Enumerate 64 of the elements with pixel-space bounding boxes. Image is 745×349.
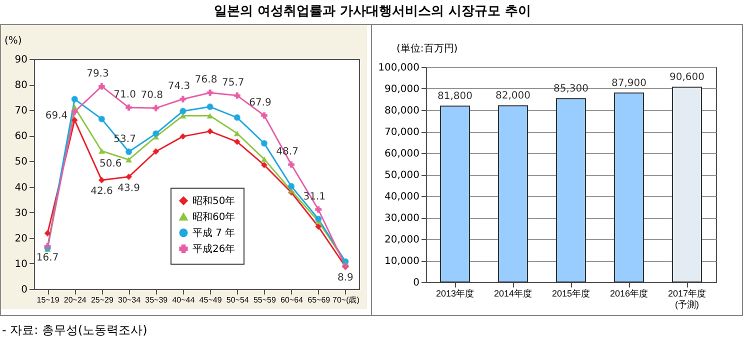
data-label: 71.0	[114, 90, 136, 101]
y-tick-label: 90	[14, 54, 28, 66]
y-tick-label: 70,000	[384, 127, 420, 138]
y-tick-label: 70	[14, 106, 28, 117]
x-tick-label: 60~64	[280, 296, 304, 304]
x-tick-label: 25~29	[90, 296, 114, 304]
x-tick-label: 35~39	[145, 296, 168, 304]
legend-label: 昭和50年	[192, 194, 236, 207]
y-tick-label: 50	[14, 156, 28, 168]
data-label: 87,900	[612, 78, 646, 90]
chart-title: 일본의 여성취업률과 가사대행서비스의 시장규모 추이	[212, 3, 532, 21]
data-label: 70.8	[140, 90, 164, 102]
x-tick-label: 65~69	[308, 296, 331, 304]
x-tick-label: 15~19	[36, 296, 60, 304]
x-tick-label: 40~44	[172, 296, 196, 304]
data-label: 82,000	[496, 90, 530, 102]
x-tick-label: 2014年度	[494, 288, 532, 298]
legend-label: 平成26年	[192, 242, 236, 255]
y-tick-label: 20	[14, 233, 28, 244]
data-label: 43.9	[118, 182, 140, 194]
data-label: 16.7	[36, 252, 59, 264]
y-tick-label: 0	[413, 278, 420, 288]
y-axis-title: (%)	[4, 36, 22, 46]
y-tick-label: 40,000	[384, 192, 420, 202]
y-tick-label: 30	[14, 208, 28, 219]
y-tick-label: 60	[14, 131, 28, 142]
data-label: 81,800	[438, 91, 472, 102]
data-label: 50.6	[100, 158, 122, 170]
legend-label: 平成 7 年	[192, 226, 236, 239]
y-tick-label: 10,000	[384, 256, 420, 267]
data-label: 75.7	[222, 78, 244, 89]
text: - 자료: 총무성(노동력조사)	[1, 322, 148, 339]
data-label: 76.8	[194, 74, 218, 86]
y-tick-label: 80	[14, 80, 28, 92]
data-label: 67.9	[249, 97, 272, 108]
x-tick-label: 55~59	[253, 296, 276, 304]
data-label: 85,300	[554, 84, 588, 95]
y-tick-label: 90,000	[384, 84, 420, 95]
y-tick-label: 100,000	[378, 62, 420, 74]
x-tick-label: 30~34	[118, 296, 142, 304]
y-tick-label: 20,000	[384, 234, 420, 246]
y-tick-label: 60,000	[384, 148, 420, 160]
y-axis-title: (単位:百万円)	[396, 42, 458, 54]
legend-label: 昭和60年	[192, 210, 236, 223]
y-tick-label: 50,000	[384, 170, 420, 181]
x-tick-label: 2017年度 (予測)	[668, 288, 706, 310]
y-tick-label: 30,000	[384, 213, 420, 224]
x-tick-label: 45~49	[199, 296, 222, 304]
x-tick-label: 2013年度	[436, 288, 474, 298]
data-label: 69.4	[45, 110, 68, 122]
data-label: 42.6	[90, 186, 113, 198]
y-tick-label: 40	[14, 182, 28, 194]
y-tick-label: 80,000	[384, 106, 420, 116]
data-label: 74.3	[168, 81, 190, 92]
data-label: 8.9	[338, 272, 354, 284]
x-tick-label: 2016年度	[610, 288, 648, 298]
x-tick-label: 70~(歳)	[332, 296, 360, 304]
y-tick-label: 0	[21, 284, 28, 296]
y-tick-label: 10	[14, 258, 28, 270]
data-label: 90,600	[670, 72, 704, 84]
x-tick-label: 2015年度	[552, 288, 590, 298]
data-label: 79.3	[86, 68, 109, 80]
x-tick-label: 20~24	[64, 296, 87, 304]
x-tick-label: 50~54	[226, 296, 250, 304]
